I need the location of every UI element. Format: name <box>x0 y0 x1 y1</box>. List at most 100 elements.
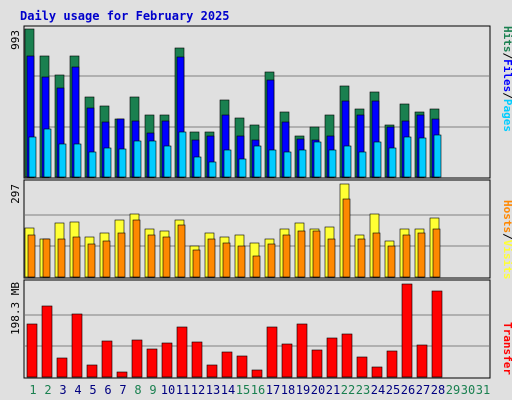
day-label-4: 4 <box>74 383 81 397</box>
day-label-24: 24 <box>371 383 385 397</box>
bar-transfer-day-13 <box>206 364 218 378</box>
bar-pages-day-27 <box>418 137 427 178</box>
panel-transfer: 198.3 MB Transfer <box>9 279 512 379</box>
bar-hosts-day-4 <box>72 236 81 278</box>
legend-part-middle-1: / <box>501 233 512 240</box>
bar-transfer-day-26 <box>401 283 413 378</box>
day-label-21: 21 <box>326 383 340 397</box>
legend-hosts-visits: Hosts/Visits <box>501 200 512 280</box>
day-label-8: 8 <box>134 383 141 397</box>
panel-frame-bottom <box>23 279 491 379</box>
legend-hits-files-pages: Hits/Files/Pages <box>501 26 512 132</box>
day-label-1: 1 <box>29 383 36 397</box>
bar-transfer-day-5 <box>86 364 98 378</box>
bar-hosts-day-18 <box>282 234 291 278</box>
bar-hosts-day-3 <box>57 238 66 278</box>
bar-transfer-day-2 <box>41 305 53 378</box>
bar-pages-day-11 <box>178 131 187 178</box>
day-label-22: 22 <box>341 383 355 397</box>
bar-pages-day-26 <box>403 136 412 178</box>
day-label-6: 6 <box>104 383 111 397</box>
day-label-31: 31 <box>476 383 490 397</box>
bar-hosts-day-28 <box>432 228 441 278</box>
bar-transfer-day-4 <box>71 313 83 378</box>
bar-transfer-day-14 <box>221 351 233 378</box>
legend-part-middle-2: Visits <box>501 240 512 280</box>
bar-pages-day-18 <box>283 151 292 178</box>
bar-pages-day-6 <box>103 147 112 178</box>
day-label-14: 14 <box>221 383 235 397</box>
day-label-25: 25 <box>386 383 400 397</box>
legend-part-top-0: Hits <box>501 26 512 53</box>
bar-transfer-day-10 <box>161 342 173 378</box>
day-label-5: 5 <box>89 383 96 397</box>
bar-pages-day-8 <box>133 140 142 178</box>
bar-transfer-day-15 <box>236 355 248 378</box>
y-max-tick-transfer: 198.3 MB <box>9 282 22 335</box>
bar-hosts-day-23 <box>357 238 366 278</box>
bar-pages-day-17 <box>268 149 277 178</box>
bars-bottom <box>26 283 443 378</box>
bars-middle <box>24 183 441 278</box>
bar-hosts-day-6 <box>102 240 111 278</box>
bar-transfer-day-9 <box>146 348 158 378</box>
bar-hosts-day-14 <box>222 242 231 278</box>
bar-transfer-day-3 <box>56 357 68 378</box>
day-label-23: 23 <box>356 383 370 397</box>
bar-hosts-day-2 <box>42 238 51 278</box>
legend-part-bottom-0: Transfer <box>501 322 512 375</box>
day-label-10: 10 <box>161 383 175 397</box>
legend-part-top-3: / <box>501 92 512 99</box>
legend-part-middle-0: Hosts <box>501 200 512 233</box>
bar-hosts-day-5 <box>87 243 96 278</box>
panel-hits-files-pages: 993 Hits/Files/Pages <box>9 25 512 179</box>
day-label-18: 18 <box>281 383 295 397</box>
legend-part-top-2: Files <box>501 59 512 92</box>
legend-part-top-4: Pages <box>501 99 512 132</box>
day-label-20: 20 <box>311 383 325 397</box>
bar-transfer-day-18 <box>281 343 293 378</box>
bar-pages-day-16 <box>253 145 262 178</box>
bar-pages-day-28 <box>433 134 442 178</box>
bar-pages-day-21 <box>328 149 337 178</box>
bar-hosts-day-1 <box>27 234 36 278</box>
bar-hosts-day-25 <box>387 245 396 278</box>
bar-pages-day-19 <box>298 149 307 178</box>
bar-transfer-day-22 <box>341 333 353 378</box>
bar-pages-day-25 <box>388 147 397 178</box>
x-axis-day-labels: 1 2 3 4 5 6 7 8 9 10 11 12 13 14 15 16 17 18 19 20 21 22 23 24 2… <box>29 383 490 397</box>
bar-pages-day-4 <box>73 143 82 178</box>
panel-visits-hosts: 297 Hosts/Visits <box>9 179 512 280</box>
bar-pages-day-10 <box>163 145 172 178</box>
bar-transfer-day-28 <box>431 290 443 378</box>
legend-part-top-1: / <box>501 53 512 60</box>
bar-pages-day-1 <box>28 136 37 178</box>
bar-hosts-day-9 <box>147 234 156 278</box>
bar-pages-day-3 <box>58 143 67 178</box>
bar-transfer-day-6 <box>101 340 113 378</box>
day-label-15: 15 <box>236 383 250 397</box>
bar-transfer-day-7 <box>116 371 128 378</box>
day-label-9: 9 <box>149 383 156 397</box>
bar-hosts-day-11 <box>177 224 186 278</box>
y-max-tick-hits: 993 <box>9 30 22 50</box>
bar-transfer-day-8 <box>131 339 143 378</box>
bar-hosts-day-21 <box>327 238 336 278</box>
bar-hosts-day-12 <box>192 249 201 278</box>
bar-transfer-day-20 <box>311 349 323 378</box>
day-label-29: 29 <box>446 383 460 397</box>
bar-hosts-day-27 <box>417 232 426 278</box>
day-label-30: 30 <box>461 383 475 397</box>
day-label-27: 27 <box>416 383 430 397</box>
bar-transfer-day-11 <box>176 326 188 378</box>
bar-transfer-day-24 <box>371 366 383 378</box>
day-label-16: 16 <box>251 383 265 397</box>
bar-transfer-day-27 <box>416 344 428 378</box>
bar-hosts-day-16 <box>252 255 261 278</box>
day-label-13: 13 <box>206 383 220 397</box>
bar-transfer-day-12 <box>191 341 203 378</box>
bar-transfer-day-17 <box>266 326 278 378</box>
bar-pages-day-20 <box>313 141 322 178</box>
bar-hosts-day-7 <box>117 232 126 278</box>
